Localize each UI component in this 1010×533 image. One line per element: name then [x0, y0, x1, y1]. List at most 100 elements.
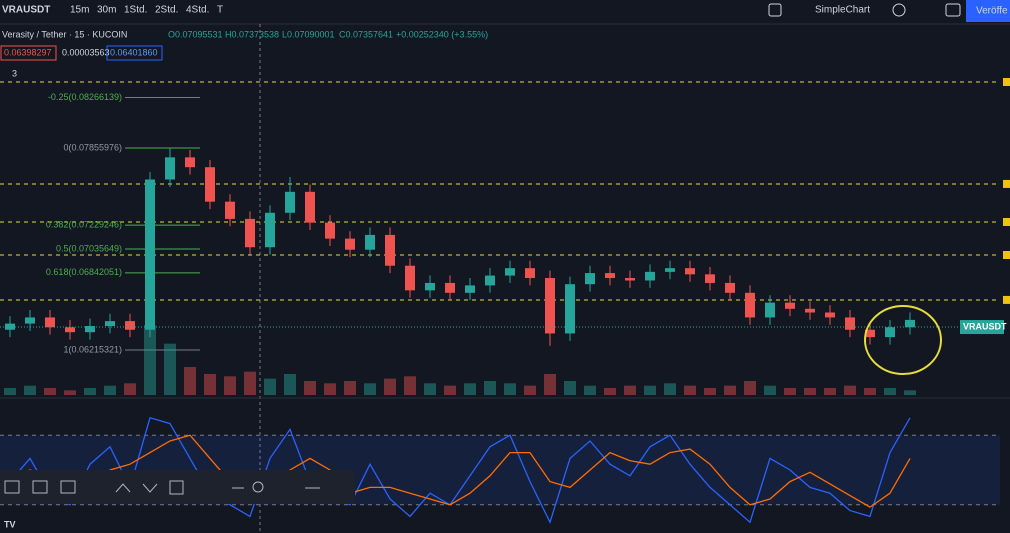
- candle-body: [585, 273, 595, 285]
- candle-body: [425, 282, 435, 291]
- fib-label: 0(0.07855976): [63, 142, 122, 152]
- volume-bar: [584, 385, 596, 395]
- candle-body: [365, 234, 375, 250]
- alert-marker: [1003, 217, 1010, 226]
- alert-marker: [1003, 179, 1010, 188]
- volume-bar: [304, 381, 316, 395]
- fib-label: 0.5(0.07035649): [56, 243, 122, 253]
- candle-body: [465, 285, 475, 293]
- candle-body: [445, 282, 455, 293]
- toolbar-icon[interactable]: [768, 3, 782, 17]
- candle-body: [565, 284, 575, 334]
- candle-body: [105, 321, 115, 327]
- candle-body: [765, 302, 775, 318]
- interval-button[interactable]: 2Std.: [155, 5, 178, 16]
- volume-bar: [764, 385, 776, 395]
- tool-icon[interactable]: [115, 483, 131, 493]
- candle-body: [165, 157, 175, 180]
- fib-label: 1(0.06215321): [63, 344, 122, 354]
- bid-box[interactable]: [0, 45, 57, 61]
- tool-icon[interactable]: [60, 480, 76, 494]
- volume-bar: [384, 378, 396, 395]
- candle-body: [185, 157, 195, 168]
- candle-body: [225, 201, 235, 219]
- volume-bar: [124, 383, 136, 395]
- volume-bar: [64, 390, 76, 395]
- alert-marker: [1003, 77, 1010, 86]
- symbol[interactable]: VRAUSDT: [2, 5, 50, 16]
- publish-button[interactable]: [966, 0, 1010, 22]
- legend-title: Verasity / Tether · 15 · KUCOIN: [2, 29, 127, 39]
- candle-body: [885, 327, 895, 338]
- candle-body: [205, 167, 215, 202]
- volume-bar: [264, 378, 276, 395]
- publish-label[interactable]: Veröffe: [976, 6, 1008, 17]
- price-tag-box: [960, 320, 1004, 335]
- interval-button[interactable]: T: [217, 5, 223, 16]
- volume-bar: [904, 390, 916, 395]
- candle-body: [285, 191, 295, 213]
- tool-icon[interactable]: [169, 480, 184, 495]
- stoch-line: [9, 416, 911, 524]
- indicator-count[interactable]: 3: [12, 68, 17, 78]
- price-tag: VRAUSDT: [963, 321, 1007, 331]
- volume-bar: [684, 385, 696, 395]
- candle-body: [385, 234, 395, 266]
- ask-box[interactable]: [106, 45, 163, 61]
- interval-button[interactable]: 1Std.: [124, 5, 147, 16]
- candle-body: [825, 312, 835, 318]
- top-toolbar: [0, 0, 1010, 24]
- highlight-ellipse: [864, 305, 942, 375]
- candle-body: [845, 317, 855, 330]
- fib-label: 0.382(0.07229246): [46, 220, 122, 230]
- volume-bar: [744, 381, 756, 395]
- tool-icon[interactable]: [32, 480, 48, 494]
- volume-bar: [424, 383, 436, 395]
- volume-bar: [284, 374, 296, 395]
- volume-bar: [624, 385, 636, 395]
- interval-button[interactable]: 30m: [97, 5, 116, 16]
- volume-bar: [644, 385, 656, 395]
- settings-icon[interactable]: [892, 3, 906, 17]
- candle-body: [505, 268, 515, 276]
- volume-bar: [564, 381, 576, 395]
- volume-bar: [344, 381, 356, 395]
- stoch-line: [9, 434, 911, 508]
- volume-bar: [464, 383, 476, 395]
- tool-icon[interactable]: [142, 483, 158, 493]
- candle-body: [85, 326, 95, 333]
- screenshot-icon[interactable]: [945, 3, 961, 17]
- candle-body: [725, 282, 735, 293]
- legend-high: H0.07373538: [225, 29, 279, 39]
- volume-bar: [144, 325, 156, 395]
- volume-bar: [4, 388, 16, 395]
- volume-bar: [404, 376, 416, 395]
- tool-icon[interactable]: [4, 480, 20, 494]
- candle-body: [865, 329, 875, 338]
- candle-body: [325, 222, 335, 239]
- interval-button[interactable]: 4Std.: [186, 5, 209, 16]
- candle-body: [485, 275, 495, 286]
- volume-bar: [544, 374, 556, 395]
- volume-bar: [184, 367, 196, 395]
- tv-logo: TV: [4, 519, 16, 529]
- tool-icon[interactable]: [252, 481, 264, 493]
- bid: 0.06398297: [4, 47, 52, 57]
- interval-button[interactable]: 15m: [70, 5, 89, 16]
- volume-bar: [244, 371, 256, 395]
- legend-close: C0.07357641: [339, 29, 393, 39]
- drawing-toolbar: [0, 470, 355, 504]
- candle-body: [805, 308, 815, 313]
- volume-bar: [444, 385, 456, 395]
- legend-change: +0.00252340 (+3.55%): [396, 29, 488, 39]
- candle-body: [405, 265, 415, 291]
- volume-bar: [84, 388, 96, 395]
- candle-body: [525, 268, 535, 279]
- volume-bar: [844, 385, 856, 395]
- candle-body: [25, 317, 35, 324]
- layout-name[interactable]: SimpleChart: [815, 5, 870, 16]
- ask: 0.06401860: [110, 47, 158, 57]
- candle-body: [145, 179, 155, 330]
